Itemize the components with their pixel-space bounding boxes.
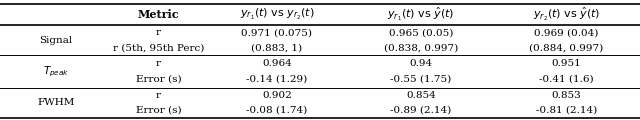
Text: (0.884, 0.997): (0.884, 0.997) xyxy=(529,43,604,52)
Text: (0.883, 1): (0.883, 1) xyxy=(252,43,302,52)
Text: 0.902: 0.902 xyxy=(262,91,292,100)
Text: -0.81 (2.14): -0.81 (2.14) xyxy=(536,106,597,115)
Text: $y_{r_1}(t)\ \mathrm{vs}\ \hat{y}(t)$: $y_{r_1}(t)\ \mathrm{vs}\ \hat{y}(t)$ xyxy=(387,6,454,23)
Text: 0.94: 0.94 xyxy=(409,59,433,68)
Text: -0.14 (1.29): -0.14 (1.29) xyxy=(246,75,307,84)
Text: 0.853: 0.853 xyxy=(552,91,581,100)
Text: 0.965 (0.05): 0.965 (0.05) xyxy=(388,28,453,37)
Text: FWHM: FWHM xyxy=(37,98,75,107)
Text: Signal: Signal xyxy=(40,36,72,45)
Text: r (5th, 95th Perc): r (5th, 95th Perc) xyxy=(113,43,204,52)
Text: 0.971 (0.075): 0.971 (0.075) xyxy=(241,28,312,37)
Text: r: r xyxy=(156,91,161,100)
Text: $T_{peak}$: $T_{peak}$ xyxy=(43,64,69,79)
Text: Error (s): Error (s) xyxy=(136,106,181,115)
Text: (0.838, 0.997): (0.838, 0.997) xyxy=(383,43,458,52)
Text: $y_{r_2}(t)\ \mathrm{vs}\ \hat{y}(t)$: $y_{r_2}(t)\ \mathrm{vs}\ \hat{y}(t)$ xyxy=(532,6,600,23)
Text: $y_{r_1}(t)\ \mathrm{vs}\ y_{r_2}(t)$: $y_{r_1}(t)\ \mathrm{vs}\ y_{r_2}(t)$ xyxy=(239,7,314,22)
Text: -0.41 (1.6): -0.41 (1.6) xyxy=(539,75,594,84)
Text: 0.964: 0.964 xyxy=(262,59,292,68)
Text: r: r xyxy=(156,28,161,37)
Text: Metric: Metric xyxy=(138,9,179,20)
Text: -0.08 (1.74): -0.08 (1.74) xyxy=(246,106,307,115)
Text: Error (s): Error (s) xyxy=(136,75,181,84)
Text: 0.854: 0.854 xyxy=(406,91,436,100)
Text: r: r xyxy=(156,59,161,68)
Text: -0.55 (1.75): -0.55 (1.75) xyxy=(390,75,451,84)
Text: 0.969 (0.04): 0.969 (0.04) xyxy=(534,28,598,37)
Text: -0.89 (2.14): -0.89 (2.14) xyxy=(390,106,451,115)
Text: 0.951: 0.951 xyxy=(552,59,581,68)
